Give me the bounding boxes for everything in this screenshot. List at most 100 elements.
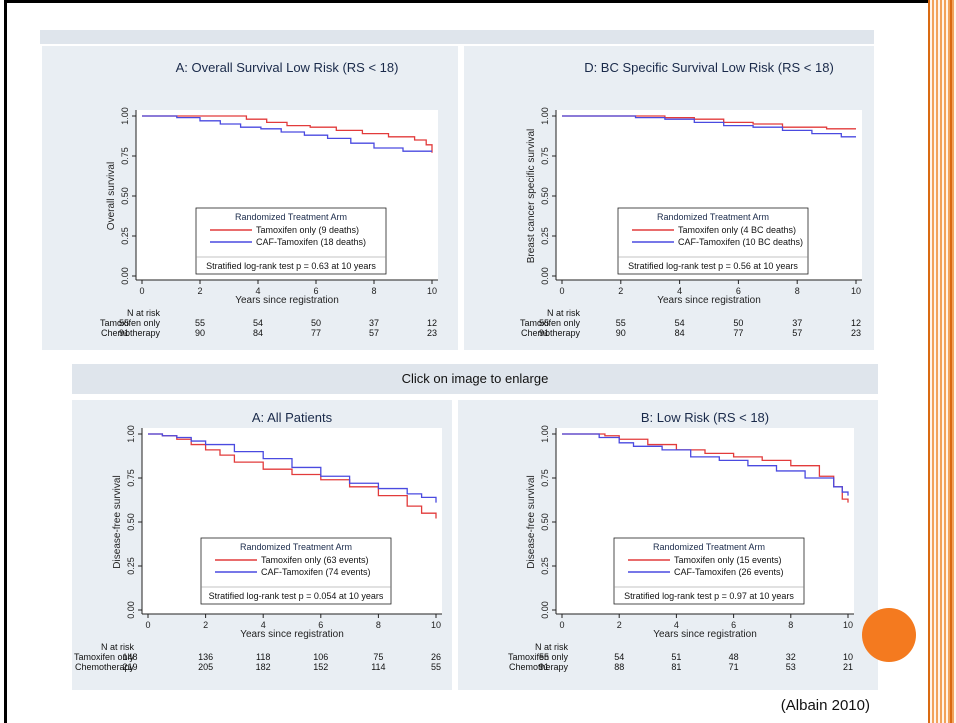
citation: (Albain 2010): [780, 697, 870, 714]
risk-table-row-label: Chemotherapy: [509, 662, 569, 672]
series-line-caf-tamoxifen: [142, 115, 432, 152]
risk-table-value: 182: [256, 662, 271, 672]
legend-box: [613, 537, 805, 605]
legend-box: [195, 207, 387, 275]
risk-table-header: N at risk: [101, 642, 135, 652]
risk-table-value: 205: [198, 662, 213, 672]
y-tick-label: 1.00: [126, 425, 136, 443]
chart-title: A: Overall Survival Low Risk (RS < 18): [176, 60, 399, 75]
legend-title: Randomized Treatment Arm: [240, 542, 352, 552]
x-tick-label: 0: [559, 620, 564, 630]
risk-table-value: 55: [539, 318, 549, 328]
risk-table-value: 23: [851, 328, 861, 338]
legend-entry: Tamoxifen only (9 deaths): [256, 225, 359, 235]
x-tick-label: 6: [731, 620, 736, 630]
risk-table-value: 55: [616, 318, 626, 328]
risk-table-value: 26: [431, 652, 441, 662]
chart-panel-all-patients[interactable]: A: All Patients 0.00 0.25 0.50 0.75 1.00 0 2 4 6 8…: [72, 400, 452, 690]
risk-table-value: 12: [851, 318, 861, 328]
risk-table-value: 32: [786, 652, 796, 662]
y-tick-label: 0.75: [540, 147, 550, 165]
top-caption-strip: [40, 30, 874, 44]
y-tick-label: 0.50: [540, 513, 550, 531]
risk-table-value: 55: [119, 318, 129, 328]
y-tick-label: 0.50: [540, 187, 550, 205]
x-axis-label: Years since registration: [240, 629, 344, 640]
risk-table-value: 54: [614, 652, 624, 662]
legend-box: [200, 537, 392, 605]
risk-table-value: 51: [671, 652, 681, 662]
risk-table-value: 21: [843, 662, 853, 672]
risk-table-value: 91: [539, 328, 549, 338]
y-tick-label: 1.00: [540, 425, 550, 443]
risk-table-header: N at risk: [127, 308, 161, 318]
x-tick-label: 8: [376, 620, 381, 630]
orange-dot-decoration: [862, 608, 916, 662]
legend-box: [617, 207, 809, 275]
x-tick-label: 8: [371, 286, 376, 296]
x-tick-label: 10: [851, 286, 861, 296]
x-tick-label: 8: [788, 620, 793, 630]
risk-table-value: 91: [539, 662, 549, 672]
y-tick-label: 0.75: [120, 147, 130, 165]
y-tick-label: 0.75: [126, 469, 136, 487]
x-tick-label: 2: [618, 286, 623, 296]
risk-table-value: 71: [729, 662, 739, 672]
risk-table-row-label: Tamoxifen only: [520, 318, 581, 328]
caption-strip[interactable]: Click on image to enlarge: [72, 364, 878, 394]
chart-panel-overall-survival[interactable]: A: Overall Survival Low Risk (RS < 18) 0.…: [42, 46, 458, 350]
legend-title: Randomized Treatment Arm: [657, 212, 769, 222]
chart-panel-bc-specific-survival[interactable]: D: BC Specific Survival Low Risk (RS < 1…: [464, 46, 874, 350]
series-line-caf-tamoxifen: [148, 433, 437, 503]
x-axis-label: Years since registration: [657, 295, 761, 306]
risk-table-value: 148: [122, 652, 137, 662]
risk-table-value: 48: [729, 652, 739, 662]
click-to-enlarge-caption[interactable]: Click on image to enlarge: [401, 371, 549, 386]
risk-table-row-label: Tamoxifen only: [74, 652, 135, 662]
risk-table-value: 57: [369, 328, 379, 338]
x-tick-label: 10: [843, 620, 853, 630]
x-tick-label: 8: [795, 286, 800, 296]
series-line-tamoxifen: [562, 115, 856, 130]
risk-table-value: 53: [786, 662, 796, 672]
risk-table-value: 12: [427, 318, 437, 328]
risk-table-value: 114: [371, 662, 385, 672]
y-axis-label: Overall survival: [106, 162, 117, 230]
risk-table-value: 54: [675, 318, 685, 328]
x-tick-label: 2: [197, 286, 202, 296]
legend-entry: Tamoxifen only (63 events): [261, 555, 369, 565]
bc-specific-survival-chart: D: BC Specific Survival Low Risk (RS < 1…: [520, 60, 862, 338]
low-risk-chart: B: Low Risk (RS < 18) 0.00 0.25 0.50 0.75 1.0…: [508, 410, 854, 672]
risk-table-row-label: Chemotherapy: [75, 662, 135, 672]
risk-table-value: 90: [195, 328, 205, 338]
risk-table-value: 55: [539, 652, 549, 662]
all-patients-chart: A: All Patients 0.00 0.25 0.50 0.75 1.00 0 2 4 6 8…: [74, 410, 442, 672]
decorative-stripe-band: [928, 0, 956, 723]
logrank-annotation: Stratified log-rank test p = 0.97 at 10 …: [624, 591, 794, 601]
legend-entry: CAF-Tamoxifen (10 BC deaths): [678, 237, 803, 247]
x-tick-label: 10: [431, 620, 441, 630]
legend-entry: Tamoxifen only (15 events): [674, 555, 782, 565]
series-line-tamoxifen: [148, 433, 437, 519]
chart-panel-low-risk[interactable]: B: Low Risk (RS < 18) 0.00 0.25 0.50 0.75 1.0…: [458, 400, 878, 690]
y-axis-label: Disease-free survival: [112, 475, 123, 568]
chart-title: A: All Patients: [252, 410, 333, 425]
y-tick-label: 0.75: [540, 469, 550, 487]
x-tick-label: 6: [313, 286, 318, 296]
x-tick-label: 0: [145, 620, 150, 630]
y-tick-label: 0.25: [540, 227, 550, 245]
x-tick-label: 2: [617, 620, 622, 630]
legend-entry: Tamoxifen only (4 BC deaths): [678, 225, 796, 235]
series-line-caf-tamoxifen: [562, 115, 856, 138]
risk-table-value: 152: [313, 662, 328, 672]
risk-table-value: 37: [369, 318, 379, 328]
risk-table-value: 136: [198, 652, 213, 662]
risk-table-value: 75: [373, 652, 383, 662]
x-tick-label: 6: [318, 620, 323, 630]
logrank-annotation: Stratified log-rank test p = 0.054 at 10…: [209, 591, 384, 601]
y-tick-label: 0.25: [120, 227, 130, 245]
legend-entry: CAF-Tamoxifen (18 deaths): [256, 237, 366, 247]
x-tick-label: 2: [203, 620, 208, 630]
chart-title: B: Low Risk (RS < 18): [641, 410, 769, 425]
logrank-annotation: Stratified log-rank test p = 0.56 at 10 …: [628, 261, 798, 271]
